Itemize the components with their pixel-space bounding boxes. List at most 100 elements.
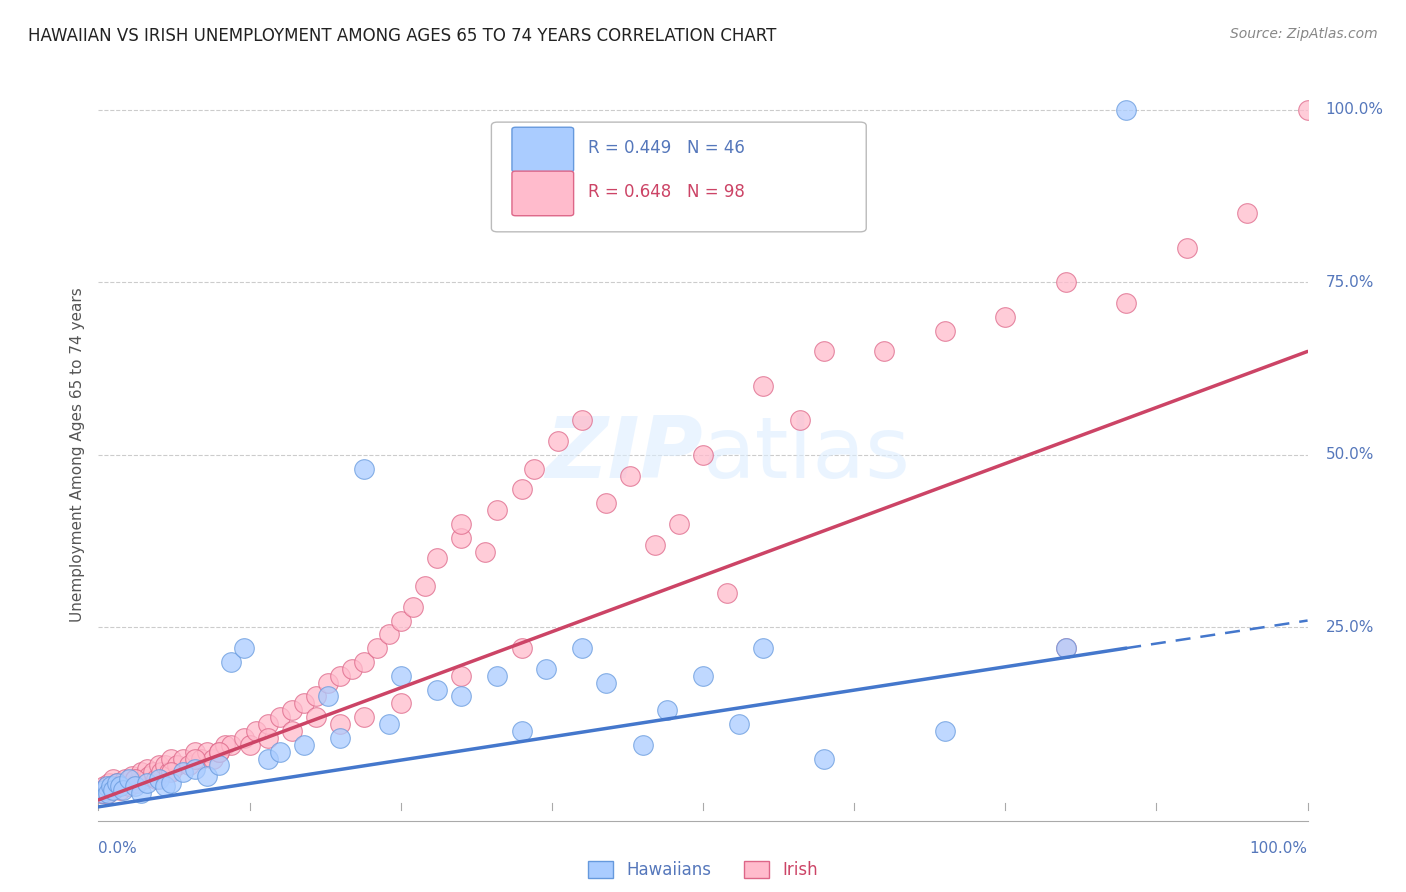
Point bbox=[269, 710, 291, 724]
Point bbox=[389, 614, 412, 628]
Point bbox=[214, 738, 236, 752]
Point bbox=[716, 586, 738, 600]
Point bbox=[256, 717, 278, 731]
Text: 50.0%: 50.0% bbox=[1326, 448, 1374, 462]
Point bbox=[510, 483, 533, 497]
Point bbox=[121, 769, 143, 783]
Point bbox=[728, 717, 751, 731]
Point bbox=[269, 745, 291, 759]
Point bbox=[96, 779, 118, 793]
Point bbox=[377, 627, 399, 641]
Point bbox=[510, 641, 533, 656]
Point bbox=[127, 775, 149, 789]
Point bbox=[129, 786, 152, 800]
Point bbox=[595, 675, 617, 690]
Point bbox=[202, 751, 225, 765]
Point bbox=[619, 468, 641, 483]
FancyBboxPatch shape bbox=[512, 171, 574, 216]
Point bbox=[668, 516, 690, 531]
Point bbox=[129, 765, 152, 780]
Point bbox=[150, 765, 173, 780]
Point bbox=[486, 669, 509, 683]
Point bbox=[184, 751, 207, 765]
Point bbox=[305, 710, 328, 724]
Point bbox=[208, 745, 231, 759]
Point bbox=[377, 717, 399, 731]
Point bbox=[281, 723, 304, 738]
Point bbox=[148, 772, 170, 787]
Point bbox=[1175, 241, 1198, 255]
Point bbox=[93, 782, 115, 797]
Point bbox=[256, 751, 278, 765]
Point bbox=[90, 786, 112, 800]
Point bbox=[571, 413, 593, 427]
Point bbox=[402, 599, 425, 614]
Text: 100.0%: 100.0% bbox=[1250, 841, 1308, 856]
Point bbox=[108, 782, 131, 797]
Point bbox=[1296, 103, 1319, 117]
Point bbox=[256, 731, 278, 745]
Point bbox=[190, 751, 212, 765]
Point bbox=[1054, 276, 1077, 290]
Point bbox=[208, 758, 231, 772]
Point bbox=[148, 758, 170, 772]
Point bbox=[692, 448, 714, 462]
Point bbox=[172, 751, 194, 765]
Point bbox=[135, 762, 157, 776]
Point bbox=[450, 690, 472, 704]
Point bbox=[221, 738, 243, 752]
Point bbox=[138, 769, 160, 783]
Point bbox=[644, 538, 666, 552]
Text: atlas: atlas bbox=[703, 413, 911, 497]
Point bbox=[184, 745, 207, 759]
Point bbox=[1236, 206, 1258, 220]
Point bbox=[208, 745, 231, 759]
Point bbox=[366, 641, 388, 656]
Point bbox=[547, 434, 569, 449]
Point bbox=[450, 516, 472, 531]
Point bbox=[118, 772, 141, 787]
Point bbox=[118, 779, 141, 793]
Point bbox=[1054, 641, 1077, 656]
Point bbox=[934, 324, 956, 338]
Point bbox=[142, 765, 165, 780]
Point bbox=[353, 655, 375, 669]
Point bbox=[389, 696, 412, 710]
Point bbox=[134, 772, 156, 787]
Point bbox=[97, 786, 120, 800]
Text: ZIP: ZIP bbox=[546, 413, 703, 497]
Point bbox=[934, 723, 956, 738]
Point bbox=[195, 745, 218, 759]
Text: 0.0%: 0.0% bbox=[98, 841, 138, 856]
Point bbox=[101, 782, 124, 797]
Point bbox=[100, 779, 122, 793]
Point bbox=[179, 758, 201, 772]
Point bbox=[281, 703, 304, 717]
Point bbox=[1115, 296, 1137, 310]
Point bbox=[486, 503, 509, 517]
Point bbox=[316, 675, 339, 690]
Point bbox=[994, 310, 1017, 324]
Point bbox=[153, 758, 176, 772]
Point bbox=[305, 690, 328, 704]
Point bbox=[1054, 641, 1077, 656]
Point bbox=[523, 461, 546, 475]
Legend: Hawaiians, Irish: Hawaiians, Irish bbox=[581, 854, 825, 886]
Point bbox=[91, 782, 114, 797]
Point bbox=[389, 669, 412, 683]
Point bbox=[91, 786, 114, 800]
Point bbox=[474, 544, 496, 558]
FancyBboxPatch shape bbox=[492, 122, 866, 232]
Point bbox=[413, 579, 436, 593]
Point bbox=[813, 344, 835, 359]
Point bbox=[97, 786, 120, 800]
Point bbox=[100, 782, 122, 797]
Point bbox=[166, 758, 188, 772]
Point bbox=[450, 669, 472, 683]
Point bbox=[124, 772, 146, 787]
Point bbox=[91, 786, 114, 800]
Point bbox=[232, 641, 254, 656]
Point bbox=[160, 765, 183, 780]
Point bbox=[111, 775, 134, 789]
Point bbox=[873, 344, 896, 359]
